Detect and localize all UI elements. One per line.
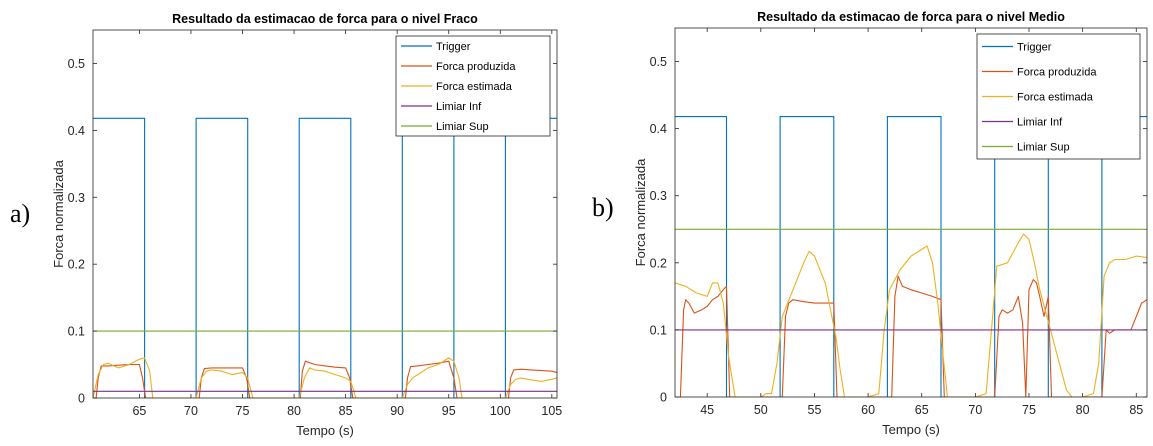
x-tick-label: 75 bbox=[236, 404, 250, 418]
axes-box bbox=[674, 27, 1148, 398]
y-tick-label: 0.5 bbox=[650, 55, 667, 69]
legend-label: Limiar Sup bbox=[436, 121, 489, 133]
panel-label: a) bbox=[10, 199, 30, 228]
x-tick-label: 60 bbox=[861, 403, 875, 417]
y-tick-label: 0.3 bbox=[650, 189, 667, 203]
x-tick-label: 55 bbox=[808, 403, 822, 417]
x-tick-label: 70 bbox=[968, 403, 982, 417]
panel-label: b) bbox=[592, 193, 614, 222]
y-tick-label: 0.2 bbox=[650, 256, 667, 270]
x-tick-label: 105 bbox=[541, 404, 562, 418]
y-tick-label: 0 bbox=[78, 392, 85, 406]
y-tick-label: 0.2 bbox=[68, 258, 85, 272]
x-axis-label: Tempo (s) bbox=[296, 423, 354, 438]
x-tick-label: 85 bbox=[339, 404, 353, 418]
series-line-trigger bbox=[93, 117, 557, 398]
x-tick-label: 65 bbox=[915, 403, 929, 417]
axes-box bbox=[92, 29, 558, 399]
x-tick-label: 50 bbox=[754, 403, 768, 417]
series-group bbox=[675, 116, 1147, 397]
series-line-forca-produzida bbox=[679, 275, 1147, 397]
y-axis-label: Forca normalizada bbox=[51, 159, 66, 267]
series-line-forca-estimada bbox=[93, 357, 557, 398]
legend-label: Forca estimada bbox=[436, 81, 513, 93]
series-line-forca-estimada bbox=[675, 233, 1147, 397]
series-line-trigger bbox=[675, 116, 1147, 397]
x-tick-label: 80 bbox=[1076, 403, 1090, 417]
series-line-forca-produzida bbox=[95, 360, 557, 398]
y-tick-label: 0 bbox=[660, 391, 667, 405]
x-tick-label: 45 bbox=[700, 403, 714, 417]
legend-label: Forca estimada bbox=[1017, 92, 1094, 104]
legend-label: Limiar Inf bbox=[436, 101, 482, 113]
x-tick-label: 70 bbox=[184, 404, 198, 418]
x-axis-label: Tempo (s) bbox=[882, 422, 940, 437]
y-tick-label: 0.1 bbox=[650, 323, 667, 337]
legend-label: Trigger bbox=[1017, 42, 1052, 54]
chart-title: Resultado da estimacao de forca para o n… bbox=[172, 12, 478, 26]
legend-label: Limiar Sup bbox=[1017, 142, 1070, 154]
y-tick-label: 0.5 bbox=[68, 57, 85, 71]
chart-title: Resultado da estimacao de forca para o n… bbox=[757, 10, 1065, 24]
legend-label: Forca produzida bbox=[436, 61, 516, 73]
y-tick-label: 0.4 bbox=[68, 124, 85, 138]
legend-label: Trigger bbox=[436, 41, 471, 53]
series-group bbox=[93, 117, 557, 398]
y-tick-label: 0.1 bbox=[68, 325, 85, 339]
x-tick-label: 85 bbox=[1129, 403, 1143, 417]
x-tick-label: 95 bbox=[442, 404, 456, 418]
x-tick-label: 80 bbox=[287, 404, 301, 418]
legend-label: Limiar Inf bbox=[1017, 117, 1063, 129]
legend-label: Forca produzida bbox=[1017, 67, 1097, 79]
x-tick-label: 90 bbox=[390, 404, 404, 418]
y-tick-label: 0.4 bbox=[650, 122, 667, 136]
x-tick-label: 65 bbox=[132, 404, 146, 418]
x-tick-label: 100 bbox=[490, 404, 511, 418]
y-tick-label: 0.3 bbox=[68, 191, 85, 205]
x-tick-label: 75 bbox=[1022, 403, 1036, 417]
y-axis-label: Forca normalizada bbox=[633, 158, 648, 266]
